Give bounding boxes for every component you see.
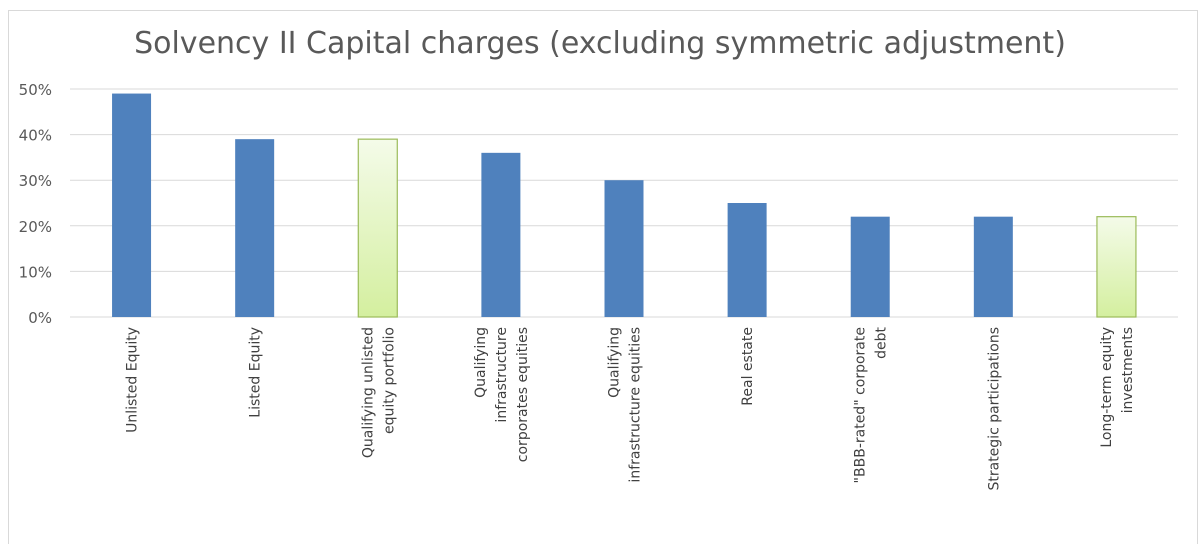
- y-tick-label: 0%: [28, 309, 52, 327]
- y-tick-label: 20%: [19, 218, 52, 236]
- bar: [973, 216, 1013, 317]
- x-tick-label: Real estate: [740, 327, 756, 406]
- x-tick-label: Qualifying infrastructure equities: [607, 327, 644, 483]
- x-tick-label: Long-term equity investments: [1099, 327, 1136, 448]
- bar: [235, 139, 275, 317]
- x-tick-label: Strategic participations: [986, 327, 1002, 491]
- bar: [1096, 216, 1137, 318]
- x-tick-label: Unlisted Equity: [125, 327, 141, 433]
- y-tick-label: 40%: [19, 127, 52, 145]
- x-tick-label: Listed Equity: [248, 327, 264, 418]
- bar: [727, 203, 767, 317]
- y-tick-label: 30%: [19, 172, 52, 190]
- bar: [604, 180, 644, 317]
- x-tick-label: Qualifying unlisted equity portfolio: [360, 327, 397, 458]
- bar: [481, 152, 521, 317]
- bar: [112, 93, 152, 317]
- y-tick-label: 10%: [19, 263, 52, 281]
- y-tick-label: 50%: [19, 81, 52, 99]
- x-tick-label: Qualifying infrastructure corporates equit…: [473, 327, 531, 462]
- chart-title: Solvency II Capital charges (excluding s…: [134, 26, 1066, 61]
- x-tick-label: "BBB-rated" corporate debt: [853, 327, 890, 484]
- bar: [357, 138, 398, 318]
- bar: [850, 216, 890, 317]
